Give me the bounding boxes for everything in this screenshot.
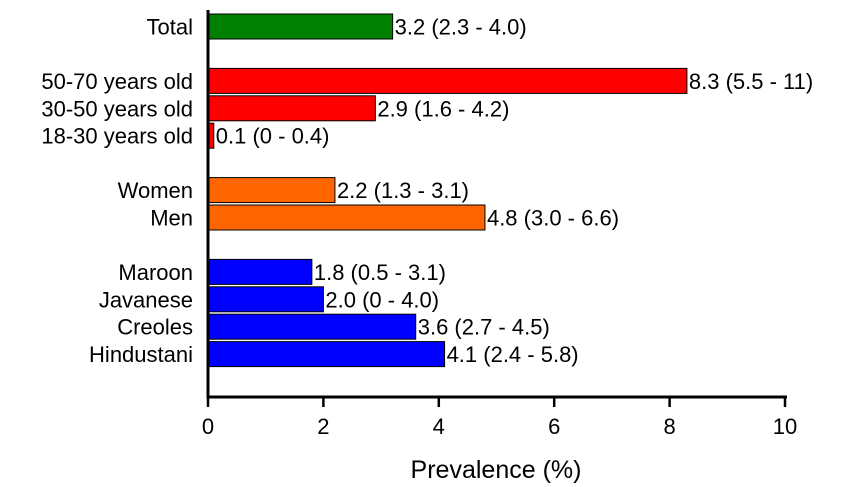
x-tick-label: 6 <box>548 414 560 439</box>
x-tick-label: 2 <box>317 414 329 439</box>
x-tick-label: 4 <box>433 414 445 439</box>
bar-value-label: 3.2 (2.3 - 4.0) <box>395 15 527 40</box>
bars-layer: Total 3.2 (2.3 - 4.0) 50-70 years old 8.3 (… <box>41 13 813 368</box>
category-label: 30-50 years old <box>41 96 193 121</box>
category-label: Women <box>118 178 193 203</box>
bar <box>207 286 324 313</box>
x-tick-label: 8 <box>663 414 675 439</box>
category-label: 50-70 years old <box>41 69 193 94</box>
x-tick-label: 0 <box>202 414 214 439</box>
bar <box>207 258 313 285</box>
category-label: Creoles <box>117 315 193 340</box>
bar <box>207 95 376 122</box>
category-label: Men <box>150 206 193 231</box>
category-label: Total <box>147 15 193 40</box>
category-label: 18-30 years old <box>41 124 193 149</box>
bar <box>207 204 486 231</box>
bar-value-label: 0.1 (0 - 0.4) <box>216 124 330 149</box>
category-label: Hindustani <box>89 342 193 367</box>
category-label: Javanese <box>99 287 193 312</box>
category-label: Maroon <box>118 260 193 285</box>
bar-value-label: 4.1 (2.4 - 5.8) <box>447 342 579 367</box>
bar-value-label: 2.2 (1.3 - 3.1) <box>337 178 469 203</box>
x-axis: 0 2 4 6 8 10 <box>202 10 797 439</box>
bar <box>207 67 688 94</box>
bar-value-label: 4.8 (3.0 - 6.6) <box>487 206 619 231</box>
bar <box>207 341 446 368</box>
x-axis-title: Prevalence (%) <box>411 456 582 484</box>
bar-value-label: 2.9 (1.6 - 4.2) <box>377 96 509 121</box>
bar-value-label: 8.3 (5.5 - 11) <box>689 69 813 94</box>
bar <box>207 13 394 40</box>
x-tick-label: 10 <box>773 414 797 439</box>
bar-value-label: 2.0 (0 - 4.0) <box>325 287 439 312</box>
bar <box>207 313 417 340</box>
bar-value-label: 1.8 (0.5 - 3.1) <box>314 260 446 285</box>
bar-value-label: 3.6 (2.7 - 4.5) <box>418 315 550 340</box>
bar <box>207 177 336 204</box>
